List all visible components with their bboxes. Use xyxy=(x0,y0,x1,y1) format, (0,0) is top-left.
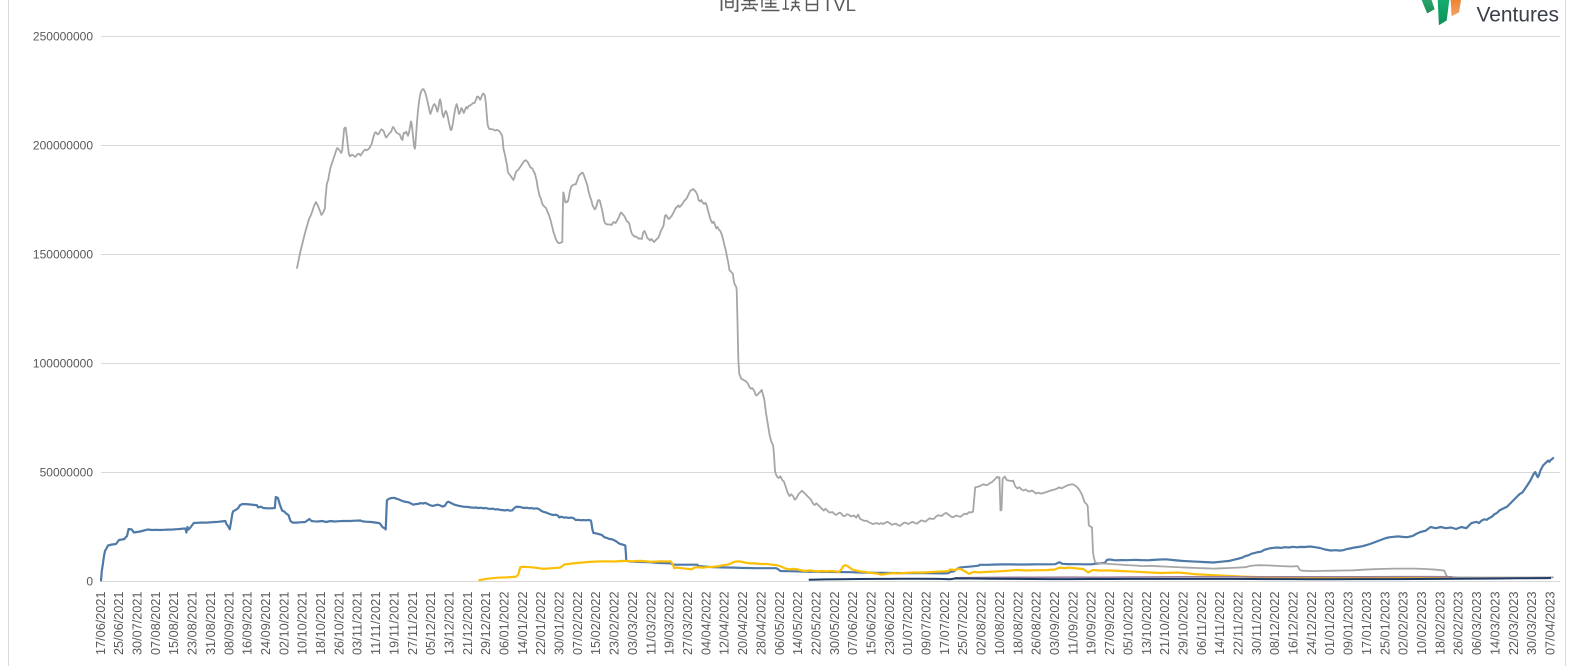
svg-text:26/08/2022: 26/08/2022 xyxy=(1030,592,1044,656)
svg-text:06/01/2022: 06/01/2022 xyxy=(498,592,512,656)
svg-text:23/08/2021: 23/08/2021 xyxy=(186,592,200,656)
svg-text:19/03/2022: 19/03/2022 xyxy=(663,592,677,656)
svg-text:16/09/2021: 16/09/2021 xyxy=(241,592,255,656)
svg-text:Ventures: Ventures xyxy=(1477,4,1559,27)
svg-text:30/03/2023: 30/03/2023 xyxy=(1525,592,1539,656)
svg-text:18/02/2023: 18/02/2023 xyxy=(1433,592,1447,656)
svg-text:250000000: 250000000 xyxy=(33,30,93,44)
svg-text:22/05/2022: 22/05/2022 xyxy=(810,592,824,656)
svg-text:02/08/2022: 02/08/2022 xyxy=(975,592,989,656)
svg-text:14/01/2022: 14/01/2022 xyxy=(516,592,530,656)
svg-text:01/01/2023: 01/01/2023 xyxy=(1323,592,1337,656)
svg-text:22/01/2022: 22/01/2022 xyxy=(534,592,548,656)
svg-text:50000000: 50000000 xyxy=(40,466,94,480)
svg-text:23/06/2022: 23/06/2022 xyxy=(883,592,897,656)
svg-text:08/12/2022: 08/12/2022 xyxy=(1268,592,1282,656)
svg-text:11/11/2021: 11/11/2021 xyxy=(369,592,383,656)
svg-text:08/09/2021: 08/09/2021 xyxy=(222,592,236,656)
svg-text:24/09/2021: 24/09/2021 xyxy=(259,592,273,656)
svg-text:100000000: 100000000 xyxy=(33,357,93,371)
svg-text:22/03/2023: 22/03/2023 xyxy=(1507,592,1521,656)
svg-text:06/03/2023: 06/03/2023 xyxy=(1470,592,1484,656)
svg-text:22/11/2022: 22/11/2022 xyxy=(1232,592,1246,656)
svg-text:10/08/2022: 10/08/2022 xyxy=(993,592,1007,656)
svg-text:10/02/2023: 10/02/2023 xyxy=(1415,592,1429,656)
svg-text:27/11/2021: 27/11/2021 xyxy=(406,592,420,656)
svg-text:24/12/2022: 24/12/2022 xyxy=(1305,592,1319,656)
svg-text:06/05/2022: 06/05/2022 xyxy=(773,592,787,656)
svg-text:10/10/2021: 10/10/2021 xyxy=(296,592,310,656)
svg-text:14/11/2022: 14/11/2022 xyxy=(1213,592,1227,656)
svg-text:07/08/2021: 07/08/2021 xyxy=(149,592,163,656)
svg-text:20/04/2022: 20/04/2022 xyxy=(736,592,750,656)
svg-text:03/09/2022: 03/09/2022 xyxy=(1048,592,1062,656)
svg-text:29/12/2021: 29/12/2021 xyxy=(479,592,493,656)
svg-text:07/06/2022: 07/06/2022 xyxy=(846,592,860,656)
svg-text:0: 0 xyxy=(86,575,93,589)
svg-text:11/09/2022: 11/09/2022 xyxy=(1066,592,1080,656)
svg-text:21/10/2022: 21/10/2022 xyxy=(1158,592,1172,656)
svg-text:14/05/2022: 14/05/2022 xyxy=(791,592,805,656)
svg-text:13/12/2021: 13/12/2021 xyxy=(443,592,457,656)
svg-text:19/11/2021: 19/11/2021 xyxy=(387,592,401,656)
svg-text:17/01/2023: 17/01/2023 xyxy=(1360,592,1374,656)
svg-text:18/10/2021: 18/10/2021 xyxy=(314,592,328,656)
svg-text:30/07/2021: 30/07/2021 xyxy=(131,592,145,656)
svg-text:26/10/2021: 26/10/2021 xyxy=(332,592,346,656)
svg-text:17/06/2021: 17/06/2021 xyxy=(94,592,108,656)
svg-text:30/11/2022: 30/11/2022 xyxy=(1250,592,1264,656)
svg-text:14/03/2023: 14/03/2023 xyxy=(1488,592,1502,656)
svg-text:25/01/2023: 25/01/2023 xyxy=(1378,592,1392,656)
svg-text:21/12/2021: 21/12/2021 xyxy=(461,592,475,656)
svg-text:04/04/2022: 04/04/2022 xyxy=(699,592,713,656)
svg-text:05/10/2022: 05/10/2022 xyxy=(1121,592,1135,656)
svg-text:30/05/2022: 30/05/2022 xyxy=(828,592,842,656)
svg-text:03/03/2022: 03/03/2022 xyxy=(626,592,640,656)
svg-text:27/09/2022: 27/09/2022 xyxy=(1103,592,1117,656)
svg-text:09/07/2022: 09/07/2022 xyxy=(920,592,934,656)
svg-text:18/08/2022: 18/08/2022 xyxy=(1011,592,1025,656)
svg-text:07/02/2022: 07/02/2022 xyxy=(571,592,585,656)
svg-text:31/08/2021: 31/08/2021 xyxy=(204,592,218,656)
svg-text:25/07/2022: 25/07/2022 xyxy=(956,592,970,656)
svg-text:27/03/2022: 27/03/2022 xyxy=(681,592,695,656)
svg-text:03/11/2021: 03/11/2021 xyxy=(351,592,365,656)
svg-text:02/10/2021: 02/10/2021 xyxy=(277,592,291,656)
svg-text:23/02/2022: 23/02/2022 xyxy=(608,592,622,656)
svg-text:25/06/2021: 25/06/2021 xyxy=(112,592,126,656)
svg-text:07/04/2023: 07/04/2023 xyxy=(1544,592,1558,656)
svg-text:150000000: 150000000 xyxy=(33,248,93,262)
svg-text:17/07/2022: 17/07/2022 xyxy=(938,592,952,656)
svg-text:09/01/2023: 09/01/2023 xyxy=(1342,592,1356,656)
svg-text:30/01/2022: 30/01/2022 xyxy=(553,592,567,656)
svg-text:11/03/2022: 11/03/2022 xyxy=(644,592,658,656)
svg-text:28/04/2022: 28/04/2022 xyxy=(754,592,768,656)
svg-text:19/09/2022: 19/09/2022 xyxy=(1085,592,1099,656)
svg-text:15/08/2021: 15/08/2021 xyxy=(167,592,181,656)
svg-text:200000000: 200000000 xyxy=(33,139,93,153)
svg-text:13/10/2022: 13/10/2022 xyxy=(1140,592,1154,656)
svg-text:02/02/2023: 02/02/2023 xyxy=(1397,592,1411,656)
svg-text:TVL: TVL xyxy=(822,0,856,15)
svg-text:05/12/2021: 05/12/2021 xyxy=(424,592,438,656)
svg-text:29/10/2022: 29/10/2022 xyxy=(1177,592,1191,656)
svg-text:01/07/2022: 01/07/2022 xyxy=(901,592,915,656)
svg-text:12/04/2022: 12/04/2022 xyxy=(718,592,732,656)
svg-text:15/02/2022: 15/02/2022 xyxy=(589,592,603,656)
svg-text:16/12/2022: 16/12/2022 xyxy=(1287,592,1301,656)
svg-text:26/02/2023: 26/02/2023 xyxy=(1452,592,1466,656)
svg-text:06/11/2022: 06/11/2022 xyxy=(1195,592,1209,656)
svg-text:15/06/2022: 15/06/2022 xyxy=(865,592,879,656)
